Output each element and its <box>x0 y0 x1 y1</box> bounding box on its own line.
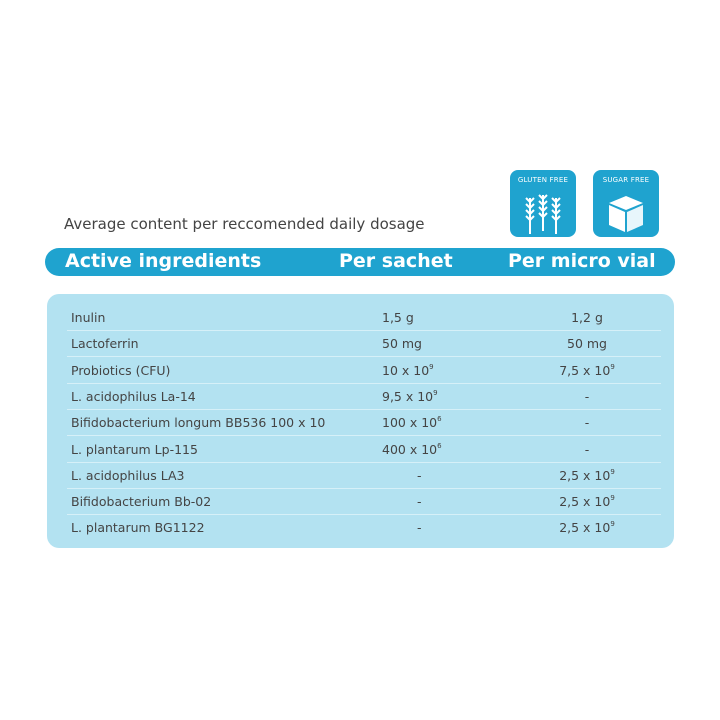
per-sachet-value: 400 x 106 <box>382 442 442 457</box>
exponent: 6 <box>437 441 442 450</box>
table-row: L. plantarum Lp-115 400 x 106 - <box>67 436 661 463</box>
ingredient-name: Bifidobacterium Bb-02 <box>71 494 212 510</box>
table-header: Active ingredients Per sachet Per micro … <box>45 248 675 276</box>
header-active-ingredients: Active ingredients <box>65 250 262 272</box>
value-base: - <box>584 415 590 431</box>
per-sachet-value: - <box>417 494 422 509</box>
value-base: - <box>584 388 590 404</box>
per-sachet-value: 50 mg <box>382 336 422 351</box>
per-vial-value: 1,2 g <box>537 310 637 325</box>
value-base: 2,5 x 10 <box>559 467 611 483</box>
wheat-icon <box>525 194 561 235</box>
ingredient-name: Inulin <box>71 310 106 325</box>
badge-label: SUGAR FREE <box>602 176 650 184</box>
value-base: 400 x 10 <box>382 441 438 457</box>
exponent: 9 <box>610 362 615 371</box>
table-row: Bifidobacterium Bb-02 - 2,5 x 109 <box>67 488 661 516</box>
per-sachet-value: 9,5 x 109 <box>382 389 438 404</box>
exponent: 9 <box>610 494 615 503</box>
exponent: 6 <box>437 415 442 424</box>
ingredient-name: L. plantarum Lp-115 <box>71 441 198 457</box>
value-base: 1,5 g <box>382 310 414 325</box>
table-row: L. acidophilus LA3 - 2,5 x 109 <box>67 462 661 489</box>
table-row: Inulin 1,5 g 1,2 g <box>67 304 661 331</box>
per-vial-value: - <box>537 415 637 430</box>
sugar-cube-icon <box>609 196 643 232</box>
exponent: 9 <box>610 520 615 529</box>
value-base: 100 x 10 <box>382 415 438 431</box>
table-row: Bifidobacterium longum BB536 100 x 10 100… <box>67 409 661 437</box>
ingredient-name: Bifidobacterium longum BB536 100 x 10 <box>71 415 326 431</box>
header-per-micro-vial: Per micro vial <box>508 250 656 272</box>
table-row: Probiotics (CFU) 10 x 109 7,5 x 109 <box>67 357 661 384</box>
ingredient-name: L. acidophilus La-14 <box>71 388 196 404</box>
value-base: 50 mg <box>382 336 422 352</box>
per-vial-value: 50 mg <box>537 336 637 351</box>
value-base: 2,5 x 10 <box>559 494 611 510</box>
value-base: - <box>417 467 422 483</box>
table-row: L. plantarum BG1122 - 2,5 x 109 <box>67 514 661 540</box>
ingredients-table: Inulin 1,5 g 1,2 g Lactoferrin 50 mg 50 mg Pro… <box>47 294 674 548</box>
per-vial-value: 2,5 x 109 <box>537 520 637 535</box>
value-base: - <box>417 520 422 536</box>
per-sachet-value: 100 x 106 <box>382 415 442 430</box>
value-base: - <box>417 494 422 510</box>
ingredient-name: Lactoferrin <box>71 336 139 352</box>
per-sachet-value: 1,5 g <box>382 310 414 325</box>
per-sachet-value: - <box>417 468 422 483</box>
value-base: 1,2 g <box>571 310 603 325</box>
per-vial-value: 7,5 x 109 <box>537 363 637 378</box>
exponent: 9 <box>610 467 615 476</box>
per-sachet-value: 10 x 109 <box>382 363 434 378</box>
value-base: 50 mg <box>567 336 607 352</box>
value-base: 10 x 10 <box>382 362 430 378</box>
table-row: L. acidophilus La-14 9,5 x 109 - <box>67 383 661 410</box>
table-row: Lactoferrin 50 mg 50 mg <box>67 330 661 358</box>
value-base: - <box>584 441 590 457</box>
ingredient-name: L. acidophilus LA3 <box>71 467 185 483</box>
per-vial-value: 2,5 x 109 <box>537 468 637 483</box>
value-base: 7,5 x 10 <box>559 362 611 378</box>
gluten-free-badge: GLUTEN FREE <box>510 170 576 237</box>
per-sachet-value: - <box>417 520 422 535</box>
value-base: 2,5 x 10 <box>559 520 611 536</box>
exponent: 9 <box>433 388 438 397</box>
ingredient-name: Probiotics (CFU) <box>71 362 171 378</box>
per-vial-value: 2,5 x 109 <box>537 494 637 509</box>
exponent: 9 <box>429 362 434 371</box>
ingredient-name: L. plantarum BG1122 <box>71 520 205 536</box>
sugar-free-badge: SUGAR FREE <box>593 170 659 237</box>
per-vial-value: - <box>537 389 637 404</box>
dosage-caption: Average content per reccomended daily do… <box>64 215 425 233</box>
header-per-sachet: Per sachet <box>339 250 453 272</box>
per-vial-value: - <box>537 442 637 457</box>
badge-label: GLUTEN FREE <box>517 176 569 184</box>
value-base: 9,5 x 10 <box>382 388 434 404</box>
